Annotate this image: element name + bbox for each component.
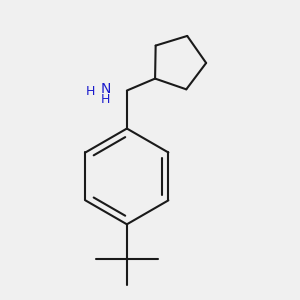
Text: H: H	[86, 85, 95, 98]
Text: N: N	[100, 82, 111, 96]
Text: H: H	[101, 93, 110, 106]
